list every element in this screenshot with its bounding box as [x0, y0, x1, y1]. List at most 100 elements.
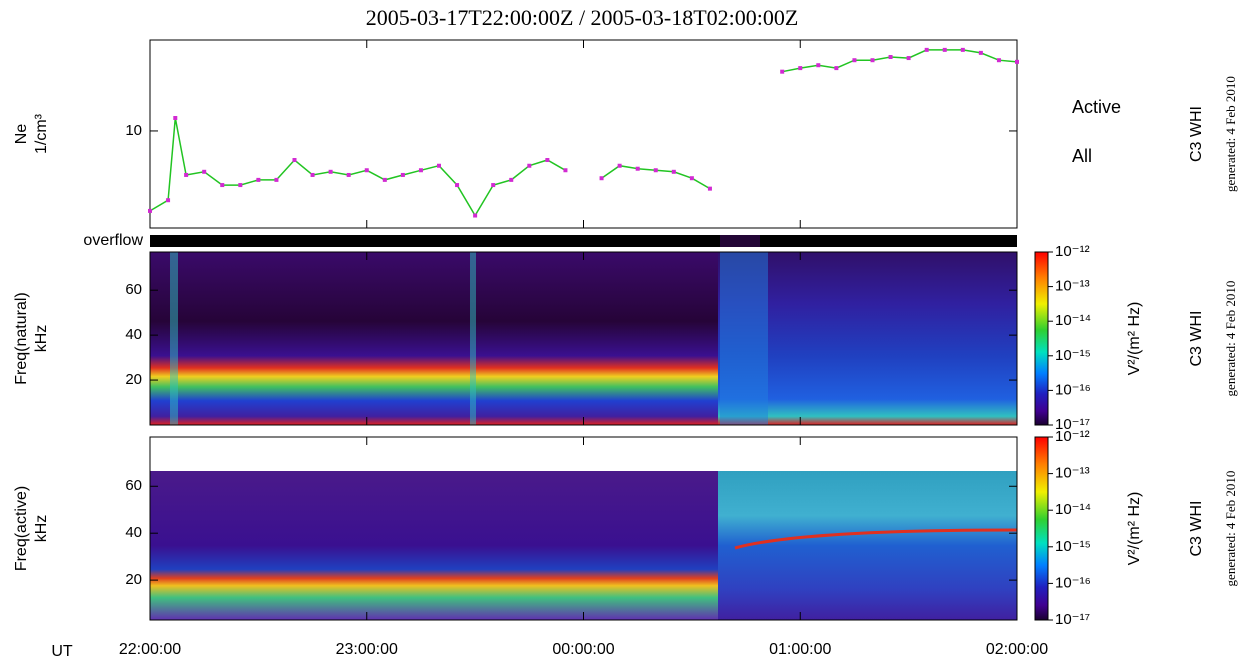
legend-entry: Active — [1072, 97, 1121, 117]
point — [906, 56, 911, 61]
colorbar-tick-label: 10⁻¹⁵ — [1055, 538, 1091, 555]
colorbar — [1034, 436, 1049, 621]
point — [310, 172, 315, 177]
colorbar-tick-label: 10⁻¹⁶ — [1055, 381, 1091, 398]
y-tick-label: 40 — [125, 326, 142, 343]
point — [400, 172, 405, 177]
legend-entry: All — [1072, 146, 1092, 166]
spectrogram — [470, 252, 476, 425]
point — [978, 50, 983, 55]
point — [328, 169, 333, 174]
plot-frame — [149, 39, 1018, 229]
y-axis-label: Ne — [13, 124, 30, 145]
point — [364, 168, 369, 173]
colorbar-tick-label: 10⁻¹⁴ — [1055, 312, 1091, 329]
point — [960, 47, 965, 52]
point — [707, 186, 712, 191]
y-tick-label: 10 — [125, 122, 142, 139]
point — [599, 176, 604, 181]
colorbar-tick-label: 10⁻¹⁷ — [1055, 416, 1090, 433]
spectrogram — [720, 252, 768, 425]
point — [780, 69, 785, 74]
y-tick-label: 40 — [125, 524, 142, 541]
y-axis-label: Freq(natural) — [13, 292, 30, 384]
colorbar-tick-label: 10⁻¹³ — [1055, 465, 1090, 482]
point — [166, 198, 171, 203]
y-axis-label: kHz — [33, 515, 50, 543]
instrument-label: C3 WHI — [1188, 501, 1205, 557]
point — [202, 169, 207, 174]
point — [437, 163, 441, 168]
point — [509, 177, 514, 182]
colorbar-tick-label: 10⁻¹⁴ — [1055, 501, 1091, 518]
y-tick-label: 60 — [125, 477, 142, 494]
point — [653, 168, 658, 173]
x-tick-label: 23:00:00 — [336, 641, 398, 658]
colorbar-label: V²/(m² Hz) — [1126, 492, 1143, 566]
colorbar-tick-label: 10⁻¹³ — [1055, 278, 1090, 295]
colorbar-tick-label: 10⁻¹⁷ — [1055, 611, 1090, 628]
point — [292, 158, 297, 163]
x-tick-label: 02:00:00 — [986, 641, 1048, 658]
point — [148, 208, 152, 213]
point — [173, 116, 178, 121]
point — [455, 183, 460, 188]
overflow-label: overflow — [83, 232, 143, 249]
y-tick-label: 20 — [125, 571, 142, 588]
point — [274, 177, 279, 182]
point — [346, 172, 351, 177]
spectrogram — [734, 528, 1018, 550]
title: 2005-03-17T22:00:00Z / 2005-03-18T02:00:… — [366, 5, 799, 30]
point — [418, 168, 423, 173]
point — [834, 66, 839, 71]
point — [382, 177, 387, 182]
instrument-label: C3 WHI — [1188, 106, 1205, 162]
instrument-label: C3 WHI — [1188, 311, 1205, 367]
colorbar-tick-label: 10⁻¹⁵ — [1055, 347, 1091, 364]
generated-label: generated: 4 Feb 2010 — [1223, 281, 1238, 397]
colorbar-label: V²/(m² Hz) — [1126, 302, 1143, 376]
y-axis-label: Freq(active) — [13, 486, 30, 571]
point — [563, 168, 568, 173]
point — [635, 166, 640, 171]
colorbar-tick-label: 10⁻¹² — [1055, 243, 1090, 260]
colorbar-tick-label: 10⁻¹² — [1055, 428, 1090, 445]
point — [798, 66, 803, 71]
point — [671, 169, 676, 174]
x-axis-label: UT — [51, 643, 73, 660]
point — [184, 172, 189, 177]
overflow-bar — [720, 235, 760, 247]
point — [870, 58, 875, 63]
point — [996, 58, 1001, 63]
x-tick-label: 00:00:00 — [552, 641, 614, 658]
point — [689, 176, 694, 181]
generated-label: generated: 4 Feb 2010 — [1223, 471, 1238, 587]
y-tick-label: 20 — [125, 371, 142, 388]
point — [238, 183, 243, 188]
y-axis-label: kHz — [33, 325, 50, 353]
spectrogram — [170, 252, 178, 425]
spectrogram — [150, 252, 718, 425]
spectrogram — [718, 471, 1017, 620]
point — [473, 213, 478, 218]
point — [852, 58, 857, 63]
point — [220, 183, 225, 188]
point — [545, 158, 550, 163]
y-axis-label: 1/cm³ — [33, 113, 50, 154]
generated-label: generated: 4 Feb 2010 — [1223, 76, 1238, 192]
point — [256, 177, 261, 182]
colorbar-tick-label: 10⁻¹⁶ — [1055, 574, 1091, 591]
plot-frame — [149, 436, 1018, 621]
point — [1015, 59, 1019, 64]
point — [942, 47, 947, 52]
y-tick-label: 60 — [125, 281, 142, 298]
point — [888, 55, 893, 60]
overflow-bar — [150, 235, 1017, 247]
point — [617, 163, 622, 168]
spectrogram — [150, 471, 718, 620]
point — [924, 47, 929, 52]
point — [491, 183, 496, 188]
line — [149, 49, 1018, 217]
x-tick-label: 22:00:00 — [119, 641, 181, 658]
